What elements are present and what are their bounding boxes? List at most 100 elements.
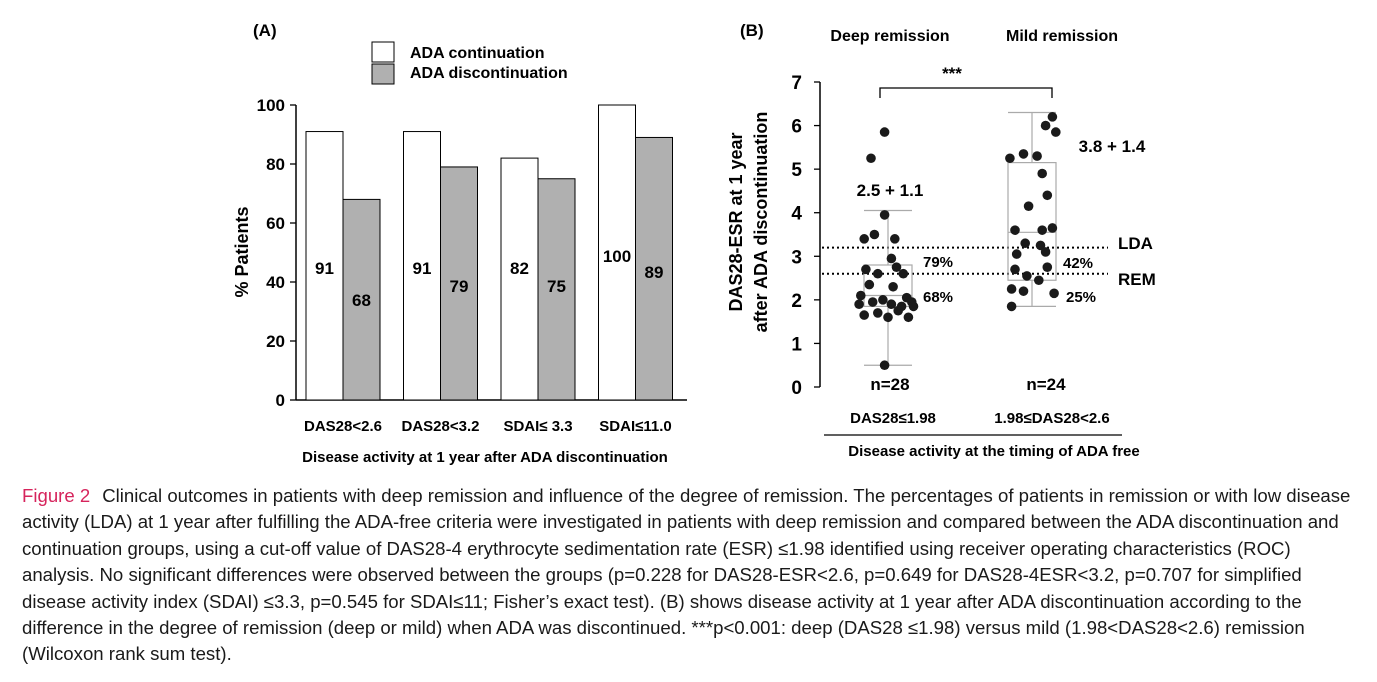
data-point [888,281,898,292]
panel-a-y-tick-label: 80 [266,155,285,174]
data-point [1005,153,1015,164]
data-point [1011,249,1022,259]
data-point [1042,190,1053,201]
n-label-mild: n=24 [1026,375,1066,394]
caption-text: Clinical outcomes in patients with deep … [22,485,1351,665]
panel-b-x-axis-title: Disease activity at the timing of ADA fr… [848,443,1139,460]
pct-rem-mild: 25% [1066,289,1096,306]
data-point [903,312,914,323]
panel-a-y-tick-label: 20 [266,332,285,351]
data-point [891,262,902,272]
ref-label-rem: REM [1118,270,1156,289]
legend-swatch-discontinuation [371,63,395,85]
data-point [854,299,864,310]
panel-a-bar [500,157,539,401]
panel-a-bar [342,198,381,401]
data-point [890,234,900,244]
panel-b-y-axis-title-line2: after ADA discontinuation [751,112,771,333]
data-point [873,308,883,318]
panel-a-bar [305,131,344,401]
data-point [879,127,890,137]
data-point [1051,127,1061,137]
data-point [908,301,919,312]
data-point [1040,120,1051,131]
panel-b-y-tick-label: 6 [791,117,802,138]
group-header-deep: Deep remission [830,28,949,45]
data-point [893,305,903,316]
n-label-deep: n=28 [870,375,909,394]
panel-b-y-tick-label: 2 [791,291,802,312]
data-point [878,295,888,305]
panel-a-bar [537,178,576,401]
data-point [1047,112,1058,122]
data-point [886,253,897,264]
panel-b-y-tick-label: 4 [791,204,802,225]
category-label-mild: 1.98≤DAS28<2.6 [994,410,1109,427]
panel-b-points [854,112,1061,371]
data-point [1037,168,1047,179]
data-point [1032,151,1042,161]
legend-swatch-continuation [371,41,395,63]
pct-lda-deep: 79% [923,254,953,271]
data-point [898,268,909,279]
data-point [1049,288,1059,299]
data-point [1018,149,1029,159]
data-point [879,360,890,371]
panel-a-y-tick-label: 100 [257,96,285,115]
data-point [1023,201,1034,211]
panel-a-category-label: SDAI≤11.0 [599,418,671,435]
mean-label-mild: 3.8 + 1.4 [1079,137,1146,156]
panel-b-y-tick-label: 0 [791,378,802,399]
panel-b-y-axis-title-line1: DAS28-ESR at 1 year [726,132,746,311]
data-point [1006,301,1017,312]
significance-bracket [879,87,1053,98]
panel-a-category-label: SDAI≤ 3.3 [503,418,572,435]
data-point [1035,240,1046,251]
data-point [886,299,897,310]
data-point [879,210,890,220]
data-point [1020,238,1030,249]
category-label-deep: DAS28≤1.98 [850,410,936,427]
data-point [1042,262,1053,272]
panel-a-bar-value-label: 68 [352,291,371,310]
panel-a-bar-value-label: 82 [510,259,529,278]
legend-label-discontinuation: ADA discontinuation [410,65,568,82]
panel-b-y-tick-label: 7 [791,73,802,94]
group-header-mild: Mild remission [1006,28,1118,45]
data-point [859,234,869,244]
panel-b-y-tick-label: 3 [791,247,802,268]
panel-a-bar-value-label: 91 [315,259,334,278]
data-point [864,279,875,290]
data-point [1006,284,1017,294]
panel-a-category-label: DAS28<3.2 [402,418,480,435]
panel-a-bar [598,104,636,401]
data-point [1047,223,1058,233]
panel-b-scatter-chart: (B) Deep remission Mild remission DAS28-… [726,21,1156,460]
pct-lda-mild: 42% [1063,255,1093,272]
boxplot-box [1007,162,1057,281]
panel-a-label: (A) [253,21,277,40]
data-point [869,229,880,240]
data-point [867,297,878,307]
panel-a-bar-value-label: 89 [645,263,664,282]
data-point [1022,271,1032,281]
data-point [856,290,866,301]
legend-label-continuation: ADA continuation [410,45,545,62]
panel-a-bar-value-label: 79 [450,277,469,296]
figure-canvas: (A) ADA continuation ADA discontinuation… [232,21,1156,466]
panel-a-category-labels: DAS28<2.6 DAS28<3.2 SDAI≤ 3.3 SDAI≤11.0 [304,418,672,435]
data-point [1040,247,1051,257]
panel-a-bar-value-label: 100 [603,247,631,266]
panel-a-y-tick-label: 60 [266,214,285,233]
panel-a-y-tick-label: 0 [276,391,285,410]
ref-label-lda: LDA [1118,234,1153,253]
panel-a-bars: 91 68 91 79 82 75 100 89 [305,104,673,401]
significance-stars: *** [942,64,962,83]
data-point [873,268,883,279]
panel-a-bar [635,136,673,401]
panel-a-y-tick-label: 40 [266,273,285,292]
data-point [1037,225,1047,235]
panel-b-y-ticks: 0 1 2 3 4 5 6 7 [791,73,820,399]
panel-a-y-axis-title: % Patients [232,206,252,297]
data-point [1010,264,1020,275]
